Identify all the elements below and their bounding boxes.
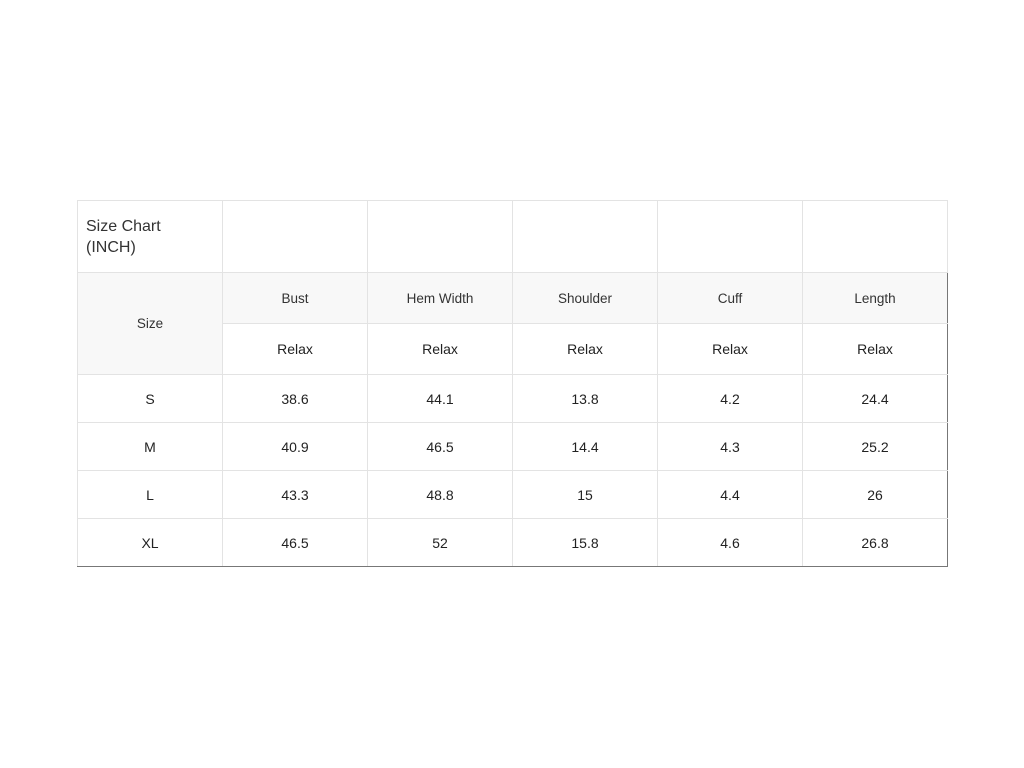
value-cell: 13.8 <box>512 374 658 423</box>
subheader-row: Relax Relax Relax Relax Relax <box>78 323 948 375</box>
table-title: Size Chart (INCH) <box>77 200 223 273</box>
empty-cell <box>512 200 658 273</box>
value-cell: 4.6 <box>657 518 803 567</box>
value-cell: 26 <box>802 470 948 519</box>
table-row: S 38.6 44.1 13.8 4.2 24.4 <box>77 374 948 423</box>
value-cell: 15.8 <box>512 518 658 567</box>
value-cell: 14.4 <box>512 422 658 471</box>
value-cell: 48.8 <box>367 470 513 519</box>
column-subheader: Relax <box>512 323 658 375</box>
value-cell: 4.4 <box>657 470 803 519</box>
column-header: Shoulder <box>512 272 658 324</box>
column-subheader: Relax <box>657 323 803 375</box>
column-subheader: Relax <box>222 323 368 375</box>
value-cell: 44.1 <box>367 374 513 423</box>
column-subheader: Relax <box>802 323 948 375</box>
column-subheader: Relax <box>367 323 513 375</box>
size-cell: L <box>77 470 223 519</box>
value-cell: 4.2 <box>657 374 803 423</box>
value-cell: 46.5 <box>367 422 513 471</box>
value-cell: 26.8 <box>802 518 948 567</box>
column-header: Length <box>802 272 948 324</box>
value-cell: 24.4 <box>802 374 948 423</box>
column-header: Cuff <box>657 272 803 324</box>
size-cell: XL <box>77 518 223 567</box>
empty-cell <box>657 200 803 273</box>
table-row: M 40.9 46.5 14.4 4.3 25.2 <box>77 422 948 471</box>
unit-text: (INCH) <box>86 238 136 256</box>
value-cell: 25.2 <box>802 422 948 471</box>
column-header: Bust <box>222 272 368 324</box>
value-cell: 4.3 <box>657 422 803 471</box>
value-cell: 38.6 <box>222 374 368 423</box>
size-cell: S <box>77 374 223 423</box>
empty-cell <box>367 200 513 273</box>
value-cell: 43.3 <box>222 470 368 519</box>
table-row: XL 46.5 52 15.8 4.6 26.8 <box>77 518 948 567</box>
size-cell: M <box>77 422 223 471</box>
empty-cell <box>222 200 368 273</box>
empty-cell <box>802 200 948 273</box>
header-row: Size Bust Hem Width Shoulder Cuff Length <box>77 272 948 375</box>
value-cell: 15 <box>512 470 658 519</box>
size-chart-table: Size Chart (INCH) Size Bust Hem Width Sho… <box>77 200 948 567</box>
table-row: L 43.3 48.8 15 4.4 26 <box>77 470 948 519</box>
value-cell: 40.9 <box>222 422 368 471</box>
title-text: Size Chart <box>86 217 161 235</box>
value-cell: 46.5 <box>222 518 368 567</box>
size-header: Size <box>77 272 223 375</box>
column-header: Hem Width <box>367 272 513 324</box>
title-row: Size Chart (INCH) <box>77 200 948 273</box>
value-cell: 52 <box>367 518 513 567</box>
